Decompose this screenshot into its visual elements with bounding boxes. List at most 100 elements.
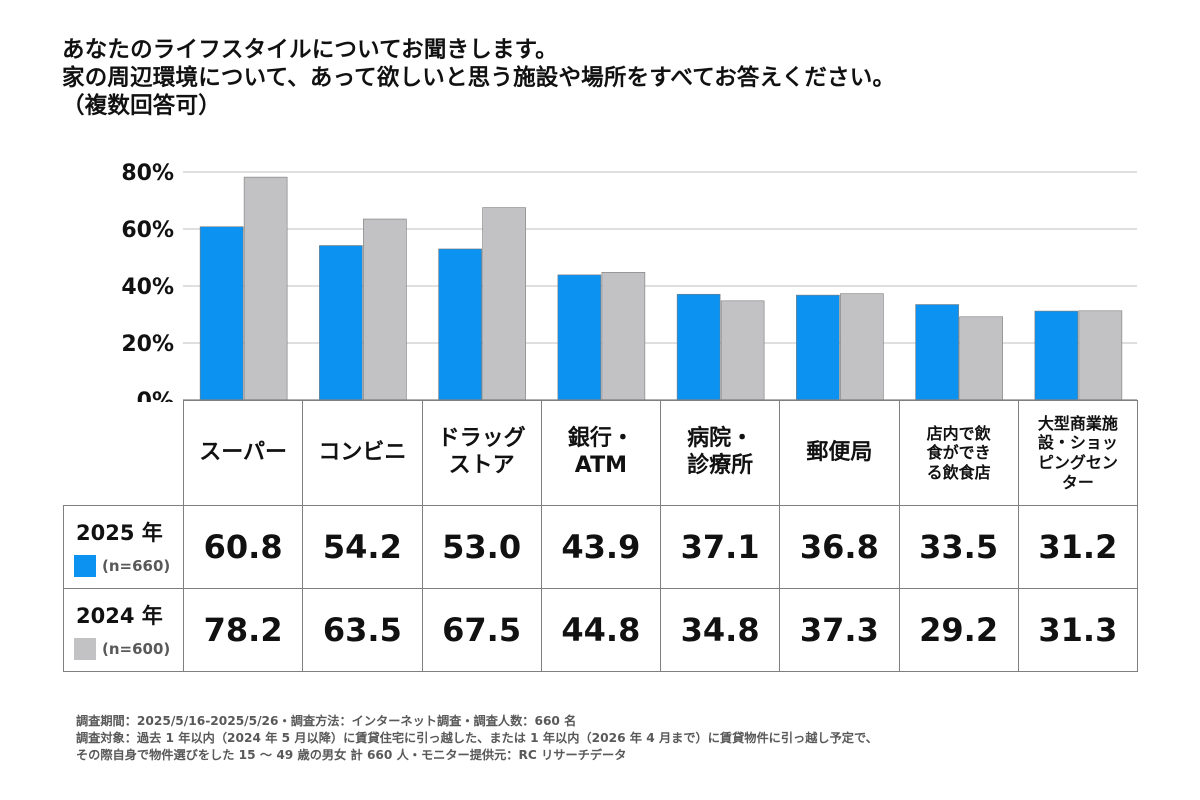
title-line-3: （複数回答可） (62, 93, 221, 119)
data-value-label: 63.5 (322, 611, 402, 649)
footnote-line-3: その際自身で物件選びをした 15 ～ 49 歳の男女 計 660 人・モニター提… (76, 748, 627, 762)
value-cell: 31.2 (1017, 505, 1139, 589)
series-name: 2025 年 (76, 521, 163, 545)
data-value-label: 36.8 (799, 528, 879, 566)
category-label-line: 病院・ (687, 426, 754, 452)
bar-series1-3 (438, 248, 482, 401)
value-cell: 78.2 (182, 588, 304, 672)
table-header-row: スーパー コンビニ ドラッグ ストア 銀行・ ATM 病院・ 診療所 郵便局 店内で飲 食ができ る飲… (63, 400, 1139, 506)
value-cell: 37.3 (779, 588, 900, 672)
value-cell: 67.5 (421, 588, 542, 672)
value-cell: 29.2 (898, 588, 1019, 672)
category-cell: コンビニ (302, 400, 423, 506)
bar-series1-4 (557, 274, 602, 401)
data-value-label: 34.8 (680, 611, 760, 649)
category-label: 大型商業施 設・ショッ ピングセン ター (1034, 414, 1122, 492)
bar-series2-4 (601, 272, 646, 401)
footnote-line-1: 調査期間：2025/5/16-2025/5/26・調査方法：インターネット調査・… (76, 714, 577, 728)
data-value-label: 60.8 (203, 528, 283, 566)
category-label-line: 診療所 (687, 453, 754, 478)
data-value-label: 37.3 (799, 611, 879, 649)
bar-chart: 0% 20% 40% 60% 80% (121, 161, 1137, 402)
value-cell: 63.5 (302, 588, 423, 672)
bar-series2-2 (363, 218, 407, 401)
bar-series2-8 (1078, 310, 1123, 401)
bar-series1-5 (676, 293, 721, 401)
category-label: 病院・ 診療所 (683, 426, 757, 480)
bar-series2-6 (840, 293, 884, 401)
category-label-line: 郵便局 (806, 439, 873, 465)
category-cell: 郵便局 (779, 400, 900, 506)
data-table: スーパー コンビニ ドラッグ ストア 銀行・ ATM 病院・ 診療所 郵便局 店内で飲 食ができ る飲… (63, 400, 1139, 672)
data-value-label: 53.0 (442, 528, 522, 566)
sample-size-label: (n=600) (102, 640, 171, 658)
legend-swatch (74, 638, 96, 660)
bar-series2-5 (720, 300, 765, 401)
category-label-line: 食ができ (926, 443, 991, 463)
bar-series1-1 (199, 226, 244, 401)
data-value-label: 37.1 (680, 528, 760, 566)
category-label-line: る飲食店 (926, 462, 991, 482)
title-line-1: あなたのライフスタイルについてお聞きします。 (62, 37, 558, 63)
y-tick-label: 0% (137, 389, 174, 402)
category-label-line: ATM (574, 453, 627, 478)
data-value-label: 31.3 (1038, 611, 1118, 649)
series-label-cell: 2025 年 (n=660) (63, 505, 184, 589)
value-cell: 53.0 (421, 505, 542, 589)
sample-size-label: (n=660) (102, 557, 171, 575)
value-cell: 33.5 (898, 505, 1019, 589)
category-label-line: ストア (448, 453, 515, 478)
data-value-label: 43.9 (561, 528, 641, 566)
y-tick-label: 20% (121, 332, 174, 357)
category-cell: 銀行・ ATM (540, 400, 662, 506)
value-cell: 34.8 (659, 588, 781, 672)
category-label: ドラッグ ストア (434, 426, 530, 480)
category-label-line: ピングセン (1037, 453, 1118, 472)
bar-series2-1 (243, 176, 288, 401)
table-row-series2: 2024 年 (n=600) 78.2 63.5 67.5 44.8 34.8 37.3 29.… (63, 588, 1139, 672)
category-label-line: ドラッグ (437, 426, 526, 452)
data-value-label: 78.2 (203, 611, 283, 649)
footnote-line-2: 調査対象：過去 1 年以内（2024 年 5 月以降）に賃貸住宅に引っ越した、ま… (76, 731, 878, 745)
value-cell: 60.8 (182, 505, 304, 589)
data-value-label: 67.5 (442, 611, 522, 649)
category-label-line: ター (1061, 472, 1094, 492)
data-value-label: 33.5 (919, 528, 999, 566)
y-tick-label: 80% (121, 161, 174, 186)
data-value-label: 29.2 (919, 611, 999, 649)
y-tick-label: 40% (121, 275, 174, 300)
bar-series1-2 (319, 245, 363, 401)
data-value-label: 54.2 (322, 528, 402, 566)
bar-series1-6 (796, 294, 840, 401)
category-label-line: 設・ショッ (1037, 433, 1118, 453)
value-cell: 54.2 (302, 505, 423, 589)
category-label-line: 銀行・ (567, 426, 634, 452)
category-cell: 店内で飲 食ができ る飲食店 (898, 400, 1019, 506)
chart-title: あなたのライフスタイルについてお聞きします。 家の周辺環境について、あって欲しい… (62, 36, 1162, 120)
data-value-label: 44.8 (561, 611, 641, 649)
bar-series1-7 (915, 304, 959, 401)
data-value-label: 31.2 (1038, 528, 1118, 566)
value-cell: 36.8 (779, 505, 900, 589)
table-row-series1: 2025 年 (n=660) 60.8 54.2 53.0 43.9 37.1 36.8 33.… (63, 505, 1139, 589)
bar-series2-7 (959, 316, 1003, 401)
bar-series1-8 (1034, 310, 1079, 401)
category-cell: 病院・ 診療所 (659, 400, 781, 506)
category-cell: スーパー (182, 400, 304, 506)
bar-series2-3 (482, 207, 526, 401)
value-cell: 37.1 (659, 505, 781, 589)
category-label-line: 大型商業施 (1037, 413, 1118, 433)
series-name: 2024 年 (76, 604, 163, 628)
category-label-line: コンビニ (318, 439, 407, 465)
category-label-line: 店内で飲 (926, 423, 991, 443)
y-tick-label: 60% (121, 218, 174, 243)
legend-entry: (n=600) (74, 638, 183, 660)
value-cell: 43.9 (540, 505, 662, 589)
category-label-line: スーパー (199, 439, 288, 465)
category-label: 店内で飲 食ができ る飲食店 (923, 424, 995, 483)
category-cell: 大型商業施 設・ショッ ピングセン ター (1017, 400, 1139, 506)
legend-entry: (n=660) (74, 555, 183, 577)
category-cell: ドラッグ ストア (421, 400, 542, 506)
value-cell: 31.3 (1017, 588, 1139, 672)
category-label: 銀行・ ATM (564, 426, 638, 480)
